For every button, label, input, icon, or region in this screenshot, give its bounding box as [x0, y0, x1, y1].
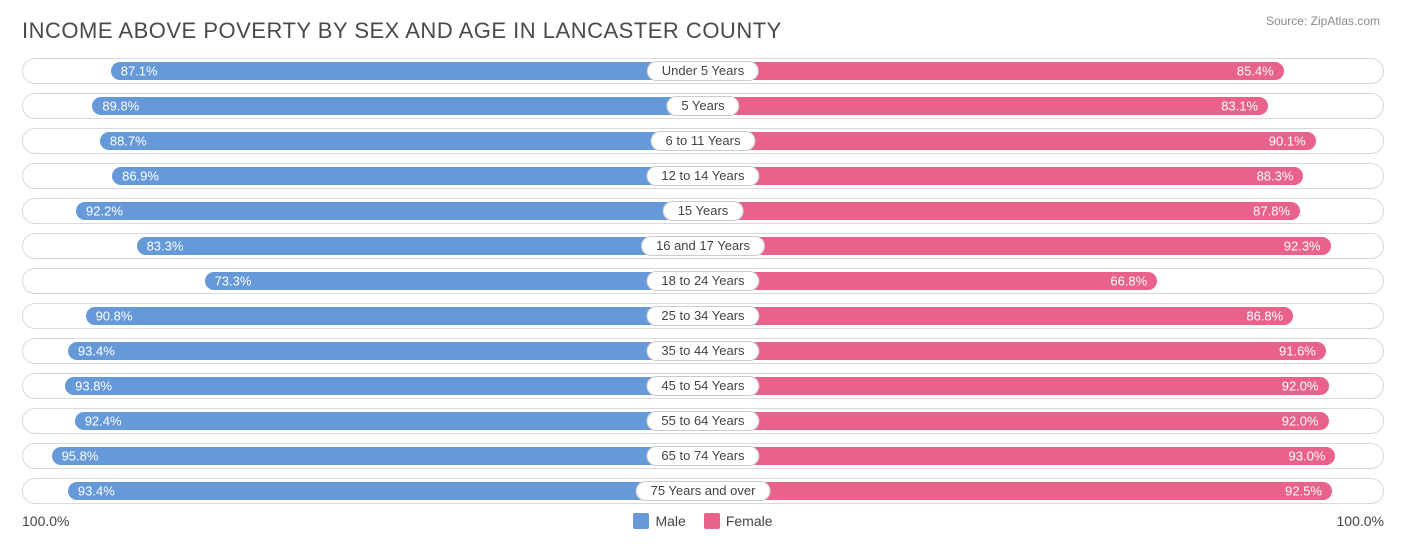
value-male: 86.9%	[122, 169, 159, 184]
value-male: 73.3%	[215, 274, 252, 289]
bar-female: 92.5%	[703, 482, 1332, 500]
value-female: 66.8%	[1110, 274, 1147, 289]
chart-row: 83.3% 92.3% 16 and 17 Years	[22, 233, 1384, 259]
chart-row: 86.9% 88.3% 12 to 14 Years	[22, 163, 1384, 189]
diverging-bar-chart: 87.1% 85.4% Under 5 Years 89.8% 83.1% 5 Years…	[22, 58, 1384, 504]
bar-male: 92.4%	[75, 412, 703, 430]
value-female: 83.1%	[1221, 99, 1258, 114]
bar-female: 66.8%	[703, 272, 1157, 290]
value-female: 88.3%	[1257, 169, 1294, 184]
bar-male: 83.3%	[137, 237, 703, 255]
bar-female: 93.0%	[703, 447, 1335, 465]
chart-row: 92.4% 92.0% 55 to 64 Years	[22, 408, 1384, 434]
value-female: 87.8%	[1253, 204, 1290, 219]
age-label: 35 to 44 Years	[646, 341, 759, 361]
value-male: 88.7%	[110, 134, 147, 149]
legend: Male Female	[633, 513, 772, 529]
bar-female: 85.4%	[703, 62, 1284, 80]
value-female: 92.0%	[1282, 414, 1319, 429]
chart-row: 87.1% 85.4% Under 5 Years	[22, 58, 1384, 84]
value-female: 92.3%	[1284, 239, 1321, 254]
bar-female: 87.8%	[703, 202, 1300, 220]
age-label: 15 Years	[663, 201, 744, 221]
bar-female: 86.8%	[703, 307, 1293, 325]
value-female: 85.4%	[1237, 64, 1274, 79]
bar-female: 92.0%	[703, 377, 1329, 395]
bar-male: 93.4%	[68, 482, 703, 500]
value-female: 90.1%	[1269, 134, 1306, 149]
value-female: 92.0%	[1282, 379, 1319, 394]
bar-male: 73.3%	[205, 272, 703, 290]
bar-male: 87.1%	[111, 62, 703, 80]
bar-male: 89.8%	[92, 97, 703, 115]
value-male: 93.4%	[78, 484, 115, 499]
chart-footer: 100.0% Male Female 100.0%	[22, 513, 1384, 529]
bar-female: 92.3%	[703, 237, 1331, 255]
bar-female: 91.6%	[703, 342, 1326, 360]
chart-row: 90.8% 86.8% 25 to 34 Years	[22, 303, 1384, 329]
bar-female: 90.1%	[703, 132, 1316, 150]
chart-row: 88.7% 90.1% 6 to 11 Years	[22, 128, 1384, 154]
value-male: 95.8%	[62, 449, 99, 464]
bar-male: 93.4%	[68, 342, 703, 360]
legend-item-female: Female	[704, 513, 773, 529]
value-female: 92.5%	[1285, 484, 1322, 499]
age-label: 25 to 34 Years	[646, 306, 759, 326]
bar-female: 92.0%	[703, 412, 1329, 430]
age-label: 55 to 64 Years	[646, 411, 759, 431]
age-label: 75 Years and over	[636, 481, 771, 501]
age-label: 5 Years	[666, 96, 739, 116]
bar-male: 93.8%	[65, 377, 703, 395]
legend-item-male: Male	[633, 513, 685, 529]
bar-male: 90.8%	[86, 307, 703, 325]
age-label: 45 to 54 Years	[646, 376, 759, 396]
bar-male: 86.9%	[112, 167, 703, 185]
chart-row: 92.2% 87.8% 15 Years	[22, 198, 1384, 224]
value-male: 93.8%	[75, 379, 112, 394]
age-label: 16 and 17 Years	[641, 236, 765, 256]
age-label: 65 to 74 Years	[646, 446, 759, 466]
value-female: 91.6%	[1279, 344, 1316, 359]
axis-right-max: 100.0%	[1337, 513, 1384, 529]
chart-row: 93.8% 92.0% 45 to 54 Years	[22, 373, 1384, 399]
value-male: 90.8%	[96, 309, 133, 324]
bar-female: 88.3%	[703, 167, 1303, 185]
value-male: 89.8%	[102, 99, 139, 114]
value-male: 92.4%	[85, 414, 122, 429]
chart-row: 73.3% 66.8% 18 to 24 Years	[22, 268, 1384, 294]
swatch-male	[633, 513, 649, 529]
chart-row: 93.4% 92.5% 75 Years and over	[22, 478, 1384, 504]
age-label: Under 5 Years	[647, 61, 759, 81]
chart-row: 89.8% 83.1% 5 Years	[22, 93, 1384, 119]
value-female: 93.0%	[1289, 449, 1326, 464]
chart-title: INCOME ABOVE POVERTY BY SEX AND AGE IN L…	[22, 18, 1384, 44]
axis-left-max: 100.0%	[22, 513, 69, 529]
bar-female: 83.1%	[703, 97, 1268, 115]
bar-male: 95.8%	[52, 447, 703, 465]
chart-row: 95.8% 93.0% 65 to 74 Years	[22, 443, 1384, 469]
swatch-female	[704, 513, 720, 529]
value-male: 92.2%	[86, 204, 123, 219]
legend-label-male: Male	[655, 513, 685, 529]
bar-male: 88.7%	[100, 132, 703, 150]
legend-label-female: Female	[726, 513, 773, 529]
age-label: 18 to 24 Years	[646, 271, 759, 291]
age-label: 6 to 11 Years	[651, 131, 756, 151]
bar-male: 92.2%	[76, 202, 703, 220]
chart-row: 93.4% 91.6% 35 to 44 Years	[22, 338, 1384, 364]
value-female: 86.8%	[1246, 309, 1283, 324]
age-label: 12 to 14 Years	[646, 166, 759, 186]
source-attribution: Source: ZipAtlas.com	[1266, 14, 1380, 28]
value-male: 83.3%	[147, 239, 184, 254]
value-male: 93.4%	[78, 344, 115, 359]
value-male: 87.1%	[121, 64, 158, 79]
